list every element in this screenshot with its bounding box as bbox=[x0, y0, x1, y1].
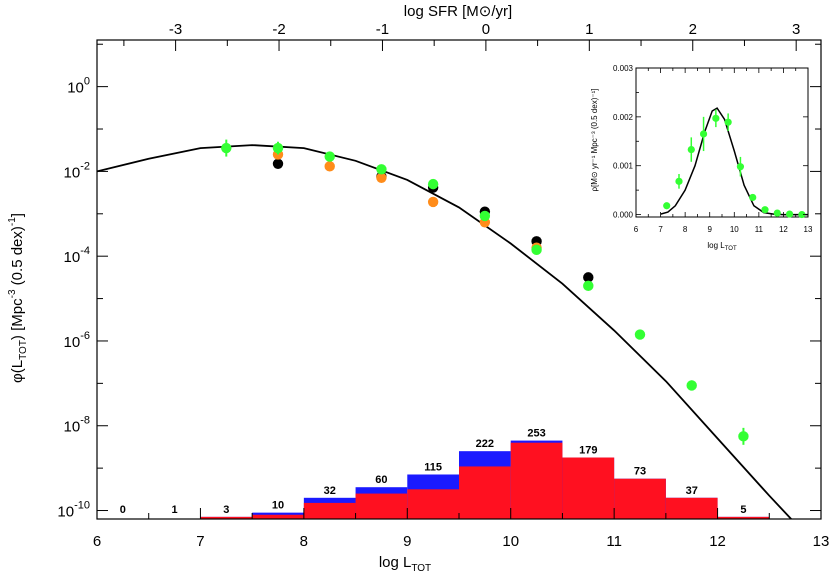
histogram-bar-red bbox=[562, 457, 615, 519]
green-data-point bbox=[221, 142, 232, 154]
inset-x-tick-label: 8 bbox=[683, 225, 688, 234]
inset-x-tick-label: 13 bbox=[804, 225, 813, 234]
histogram-count-label: 253 bbox=[527, 428, 545, 440]
inset-x-tick-label: 12 bbox=[779, 225, 788, 234]
histogram-count-label: 32 bbox=[324, 485, 336, 497]
green-data-point bbox=[583, 280, 594, 292]
top-tick-label: 1 bbox=[585, 21, 593, 38]
y-tick-label: 10-4 bbox=[64, 245, 90, 266]
inset-y-axis-label: ρ[M⊙ yr⁻¹ Mpc⁻³ (0.5 dex)⁻¹] bbox=[590, 88, 599, 191]
inset-data-point bbox=[761, 206, 769, 214]
histogram-count-label: 10 bbox=[272, 500, 284, 512]
green-data-point bbox=[324, 151, 335, 162]
histogram-count-label: 3 bbox=[223, 504, 229, 516]
y-tick-label: 10-6 bbox=[64, 330, 90, 351]
histogram-bar-red bbox=[665, 497, 718, 519]
orange-data-point bbox=[376, 172, 387, 183]
histogram-count-label: 1 bbox=[172, 504, 178, 516]
x-tick-label: 13 bbox=[813, 533, 830, 550]
histogram-count-label: 179 bbox=[579, 445, 597, 457]
inset-x-tick-label: 7 bbox=[658, 225, 663, 234]
green-data-point bbox=[427, 178, 439, 190]
inset-data-point bbox=[724, 118, 732, 126]
histogram-count-label: 222 bbox=[476, 438, 494, 450]
inset-x-tick-label: 6 bbox=[634, 225, 639, 234]
y-tick-label: 10-10 bbox=[57, 500, 90, 521]
x-axis-label: log LTOT bbox=[379, 554, 431, 573]
histogram-count-label: 5 bbox=[740, 504, 746, 516]
histogram-count-label: 60 bbox=[375, 474, 387, 486]
x-tick-label: 11 bbox=[606, 533, 622, 550]
green-data-point bbox=[376, 164, 387, 175]
top-tick-label: 0 bbox=[482, 21, 490, 38]
y-axis-label: φ(LTOT) [Mpc-3 (0.5 dex)-1] bbox=[7, 213, 29, 383]
green-data-point bbox=[634, 329, 646, 340]
x-tick-label: 8 bbox=[300, 533, 308, 550]
histogram-count-label: 115 bbox=[424, 461, 442, 473]
y-tick-label: 10-2 bbox=[64, 160, 90, 181]
histogram-bar-red bbox=[717, 516, 770, 519]
histogram-bar-red bbox=[510, 442, 563, 519]
orange-data-point bbox=[324, 161, 335, 172]
inset-chart: 6 7 8 9 10 11 12 13 0.000 0.001 0.002 0.003 bbox=[613, 64, 813, 234]
top-tick-label: -1 bbox=[376, 21, 389, 38]
inset-x-tick-label: 9 bbox=[707, 225, 712, 234]
inset-y-tick-label: 0.002 bbox=[613, 113, 634, 122]
x-tick-label: 9 bbox=[403, 533, 411, 550]
inset-data-point bbox=[749, 193, 757, 202]
x-tick-label: 6 bbox=[93, 533, 101, 550]
inset-y-tick-label: 0.001 bbox=[613, 162, 634, 171]
inset-data-point bbox=[663, 202, 671, 210]
histogram bbox=[148, 440, 770, 519]
inset-data-point bbox=[675, 177, 683, 185]
green-data-point bbox=[479, 210, 491, 222]
top-axis-label: log SFR [M⊙/yr] bbox=[404, 3, 512, 20]
inset-data-point bbox=[785, 210, 794, 218]
green-data-point bbox=[272, 142, 284, 154]
top-tick-label: -3 bbox=[169, 21, 182, 38]
histogram-bar-red bbox=[303, 502, 356, 519]
inset-x-tick-label: 11 bbox=[755, 225, 764, 234]
black-data-point bbox=[272, 158, 284, 169]
fit-curve-line bbox=[97, 144, 793, 519]
histogram-count-label: 0 bbox=[120, 504, 126, 516]
histogram-bar-red bbox=[252, 514, 304, 519]
x-tick-label: 12 bbox=[709, 533, 726, 550]
histogram-bar-red bbox=[200, 516, 253, 519]
histogram-bar-red bbox=[355, 493, 408, 519]
histogram-bar-red bbox=[459, 466, 511, 519]
inset-data-point bbox=[736, 163, 745, 171]
orange-data-point bbox=[427, 196, 439, 208]
y-tick-label: 10-8 bbox=[64, 415, 90, 436]
top-tick-label: 3 bbox=[792, 21, 800, 38]
inset-plot-frame bbox=[635, 67, 809, 218]
inset-data-point bbox=[712, 114, 720, 122]
x-tick-label: 10 bbox=[502, 533, 519, 550]
green-data-point bbox=[686, 380, 697, 391]
histogram-count-label: 37 bbox=[686, 485, 698, 497]
x-tick-label: 7 bbox=[196, 533, 204, 550]
inset-y-tick-label: 0.000 bbox=[613, 211, 634, 220]
black-data-point bbox=[583, 272, 594, 283]
histogram-count-label: 73 bbox=[634, 466, 646, 478]
histogram-bar-red bbox=[407, 489, 459, 519]
histogram-bar-red bbox=[614, 478, 666, 519]
inset-data-point bbox=[798, 210, 806, 219]
inset-data-point bbox=[773, 209, 781, 217]
inset-x-axis-label: log LTOT bbox=[707, 241, 737, 252]
top-tick-label: -2 bbox=[272, 21, 285, 38]
green-data-point bbox=[531, 244, 542, 256]
inset-x-tick-label: 10 bbox=[730, 225, 739, 234]
inset-data-point bbox=[687, 145, 695, 154]
y-tick-label: 100 bbox=[67, 76, 90, 97]
top-tick-label: 2 bbox=[689, 21, 697, 38]
inset-y-tick-label: 0.003 bbox=[613, 64, 634, 73]
inset-data-point bbox=[699, 130, 708, 138]
green-data-point bbox=[738, 431, 749, 442]
